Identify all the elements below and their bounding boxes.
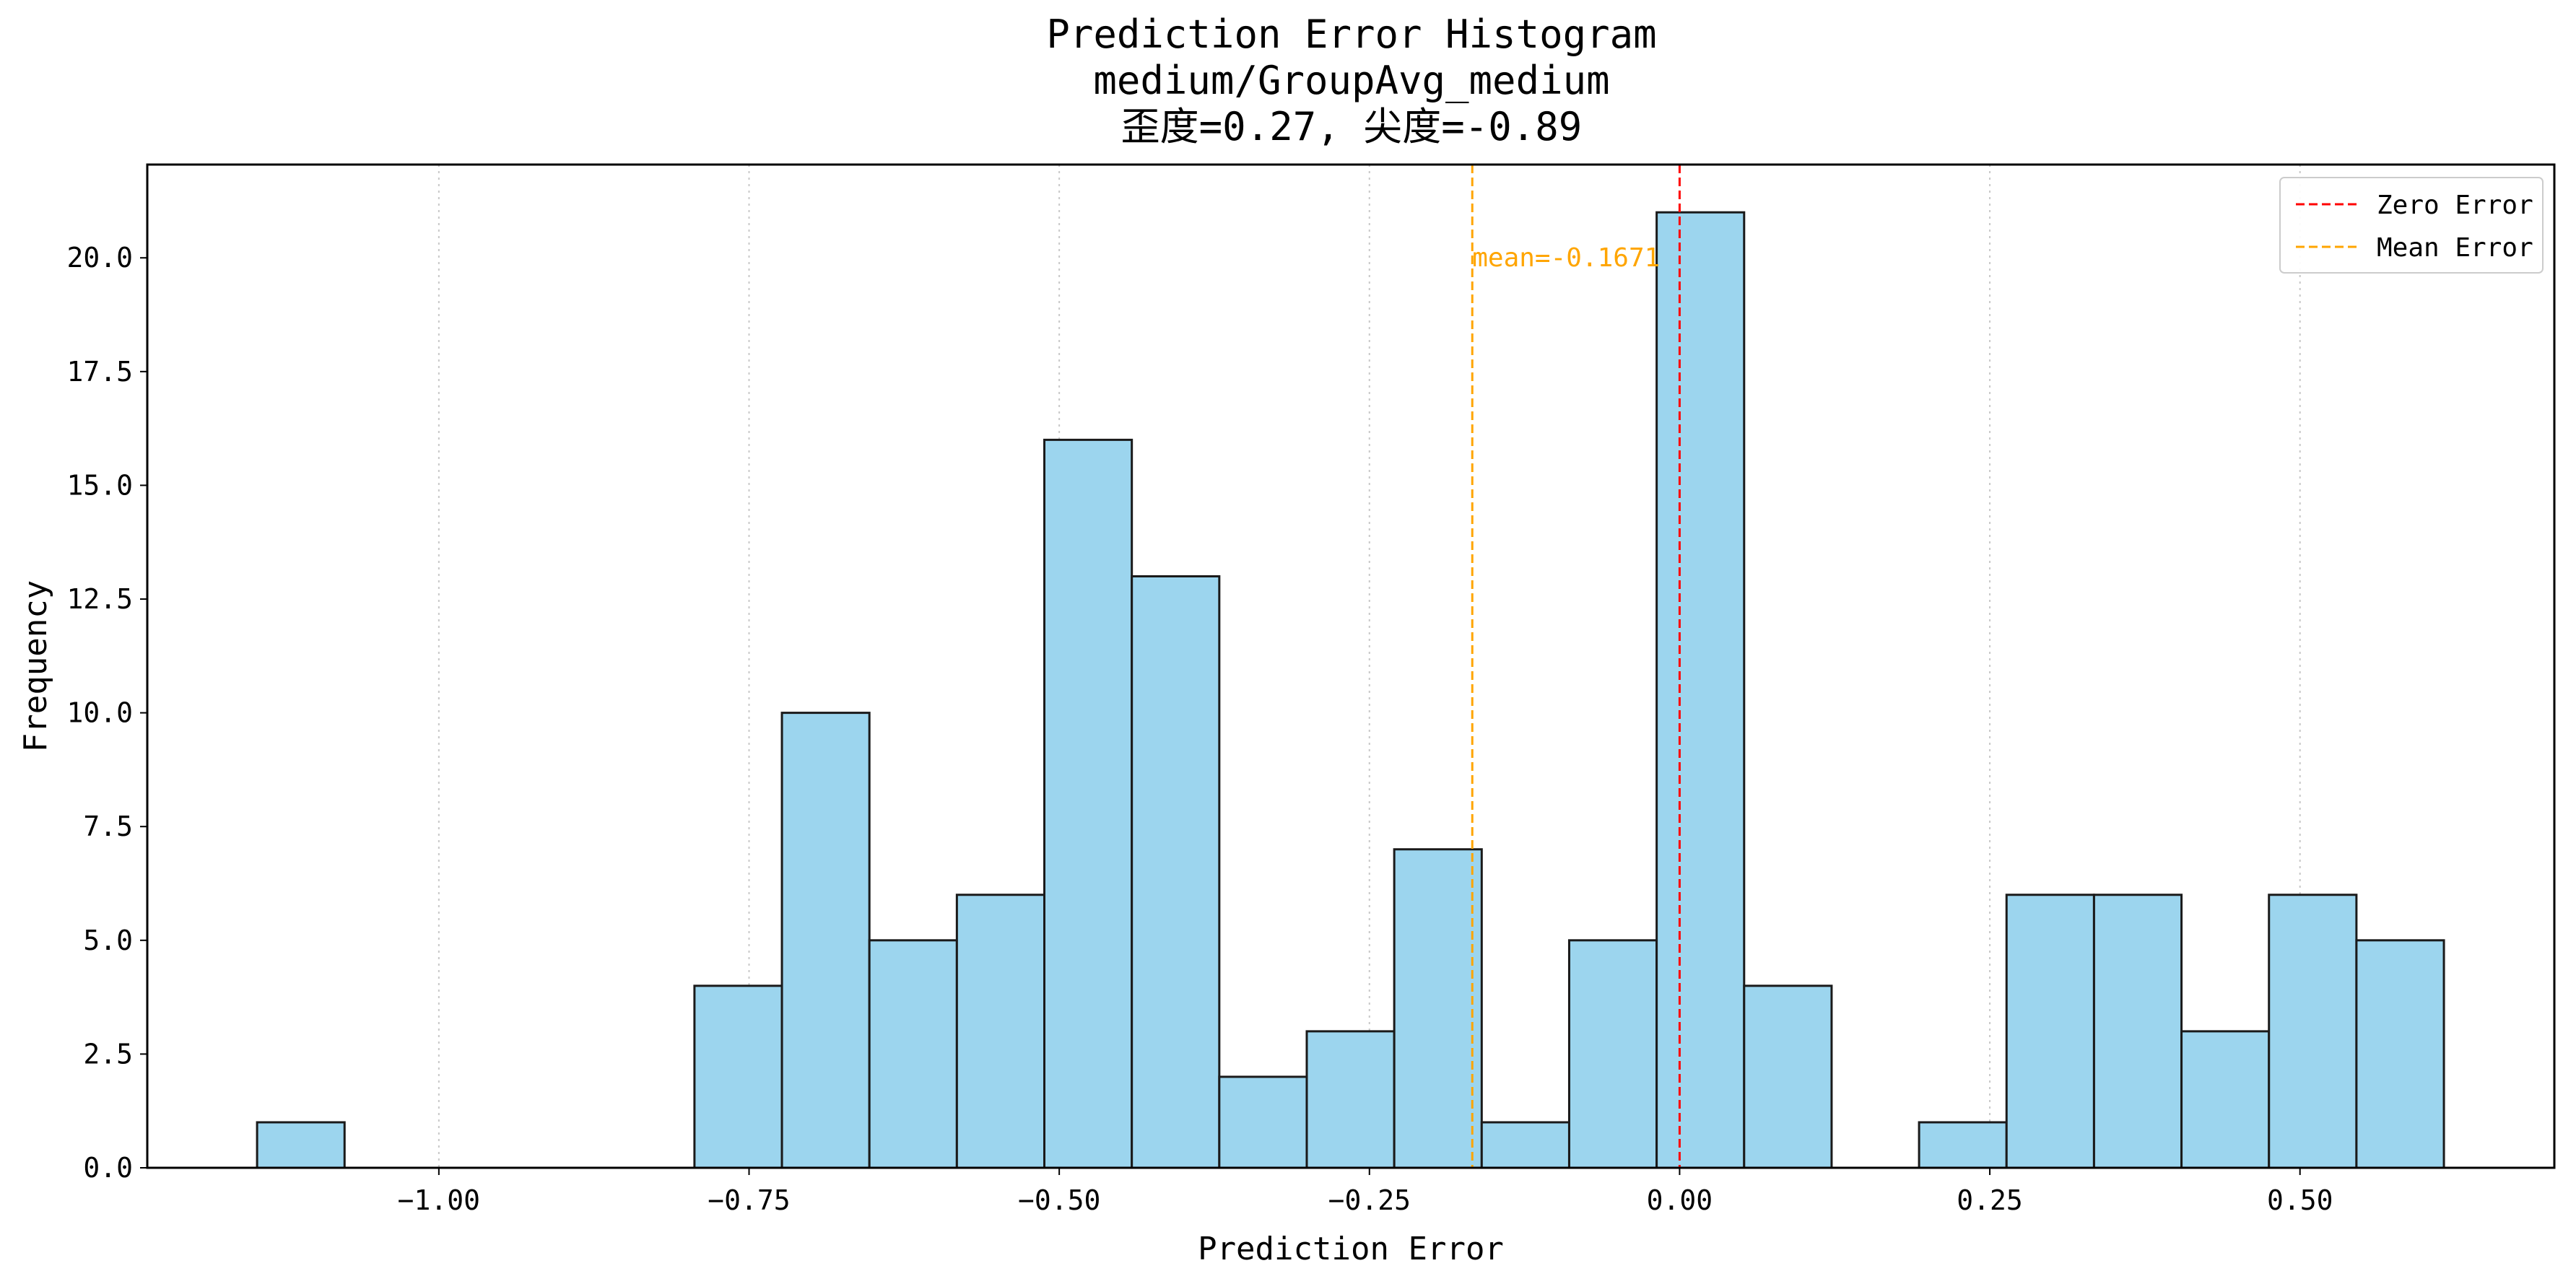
title-line-1: Prediction Error Histogram — [1046, 12, 1656, 57]
title-line-2: medium/GroupAvg_medium — [1093, 58, 1609, 103]
histogram-bar — [2268, 894, 2358, 1169]
legend-box — [2279, 177, 2544, 274]
x-tick-label: 0.00 — [1647, 1184, 1713, 1216]
y-tick-label: 2.5 — [83, 1038, 133, 1070]
y-tick-label: 17.5 — [66, 356, 133, 388]
plot-frame — [146, 163, 2556, 1169]
histogram-bar — [1743, 984, 1833, 1169]
x-tick-label: 0.50 — [2267, 1184, 2333, 1216]
mean-annotation: mean=-0.1671 — [1472, 243, 1660, 273]
x-tick-label: −0.50 — [1018, 1184, 1100, 1216]
y-tick-label: 20.0 — [66, 242, 133, 274]
y-tick-label: 15.0 — [66, 469, 133, 501]
histogram-bar — [2180, 1030, 2271, 1169]
x-tick-label: −1.00 — [398, 1184, 480, 1216]
histogram-bar — [1655, 211, 1746, 1169]
histogram-bar — [868, 939, 958, 1169]
x-tick-label: 0.25 — [1957, 1184, 2023, 1216]
histogram-bar — [1567, 939, 1658, 1169]
histogram-bar — [1480, 1121, 1570, 1169]
histogram-bar — [1131, 575, 1221, 1169]
histogram-bar — [1393, 848, 1483, 1169]
y-tick-label: 5.0 — [83, 925, 133, 956]
histogram-bar — [955, 894, 1046, 1169]
histogram-bar — [256, 1121, 346, 1169]
legend-mean-label: Mean Error — [2377, 233, 2533, 263]
x-axis-ticks: −1.00 −0.75 −0.50 −0.25 0.00 0.25 0.50 — [398, 1168, 2333, 1216]
histogram-bar — [693, 984, 783, 1169]
chart-title: Prediction Error Histogram medium/GroupA… — [1046, 12, 1656, 149]
y-tick-label: 12.5 — [66, 583, 133, 615]
y-axis-label: Frequency — [17, 580, 54, 752]
legend: Zero Error Mean Error — [2279, 177, 2544, 274]
y-tick-label: 7.5 — [83, 811, 133, 842]
x-tick-label: −0.25 — [1328, 1184, 1411, 1216]
histogram-bar — [1305, 1030, 1396, 1169]
histogram-bar — [2355, 939, 2445, 1169]
title-line-3: 歪度=0.27, 尖度=-0.89 — [1121, 104, 1583, 149]
histogram-bar — [2005, 894, 2095, 1169]
histogram-bar — [2092, 894, 2183, 1169]
reference-lines — [1471, 165, 1681, 1168]
legend-zero-label: Zero Error — [2377, 191, 2533, 220]
histogram-bar — [1043, 438, 1133, 1169]
histogram-bar — [1218, 1075, 1308, 1169]
x-axis-label: Prediction Error — [1198, 1231, 1504, 1267]
y-tick-label: 0.0 — [83, 1152, 133, 1184]
y-axis-ticks: 0.0 2.5 5.0 7.5 10.0 12.5 15.0 17.5 20.0 — [66, 242, 147, 1184]
histogram-bar — [780, 712, 871, 1169]
y-tick-label: 10.0 — [66, 697, 133, 729]
histogram-bar — [1918, 1121, 2008, 1169]
bars — [256, 211, 2445, 1169]
x-tick-label: −0.75 — [708, 1184, 790, 1216]
